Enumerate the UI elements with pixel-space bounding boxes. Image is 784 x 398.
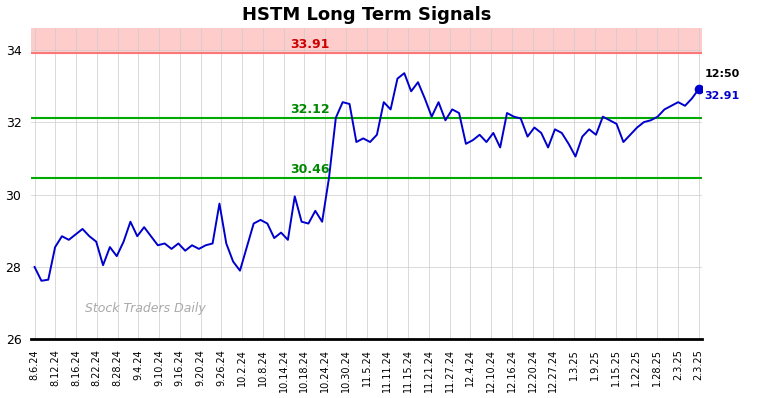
Bar [31,28,702,53]
Text: 32.91: 32.91 [704,91,739,101]
Text: Stock Traders Daily: Stock Traders Daily [85,302,205,314]
Text: 32.12: 32.12 [290,103,329,115]
Title: HSTM Long Term Signals: HSTM Long Term Signals [242,6,492,23]
Text: 12:50: 12:50 [704,69,739,79]
Text: 30.46: 30.46 [290,163,329,176]
Text: 33.91: 33.91 [290,38,329,51]
Point [692,86,705,92]
